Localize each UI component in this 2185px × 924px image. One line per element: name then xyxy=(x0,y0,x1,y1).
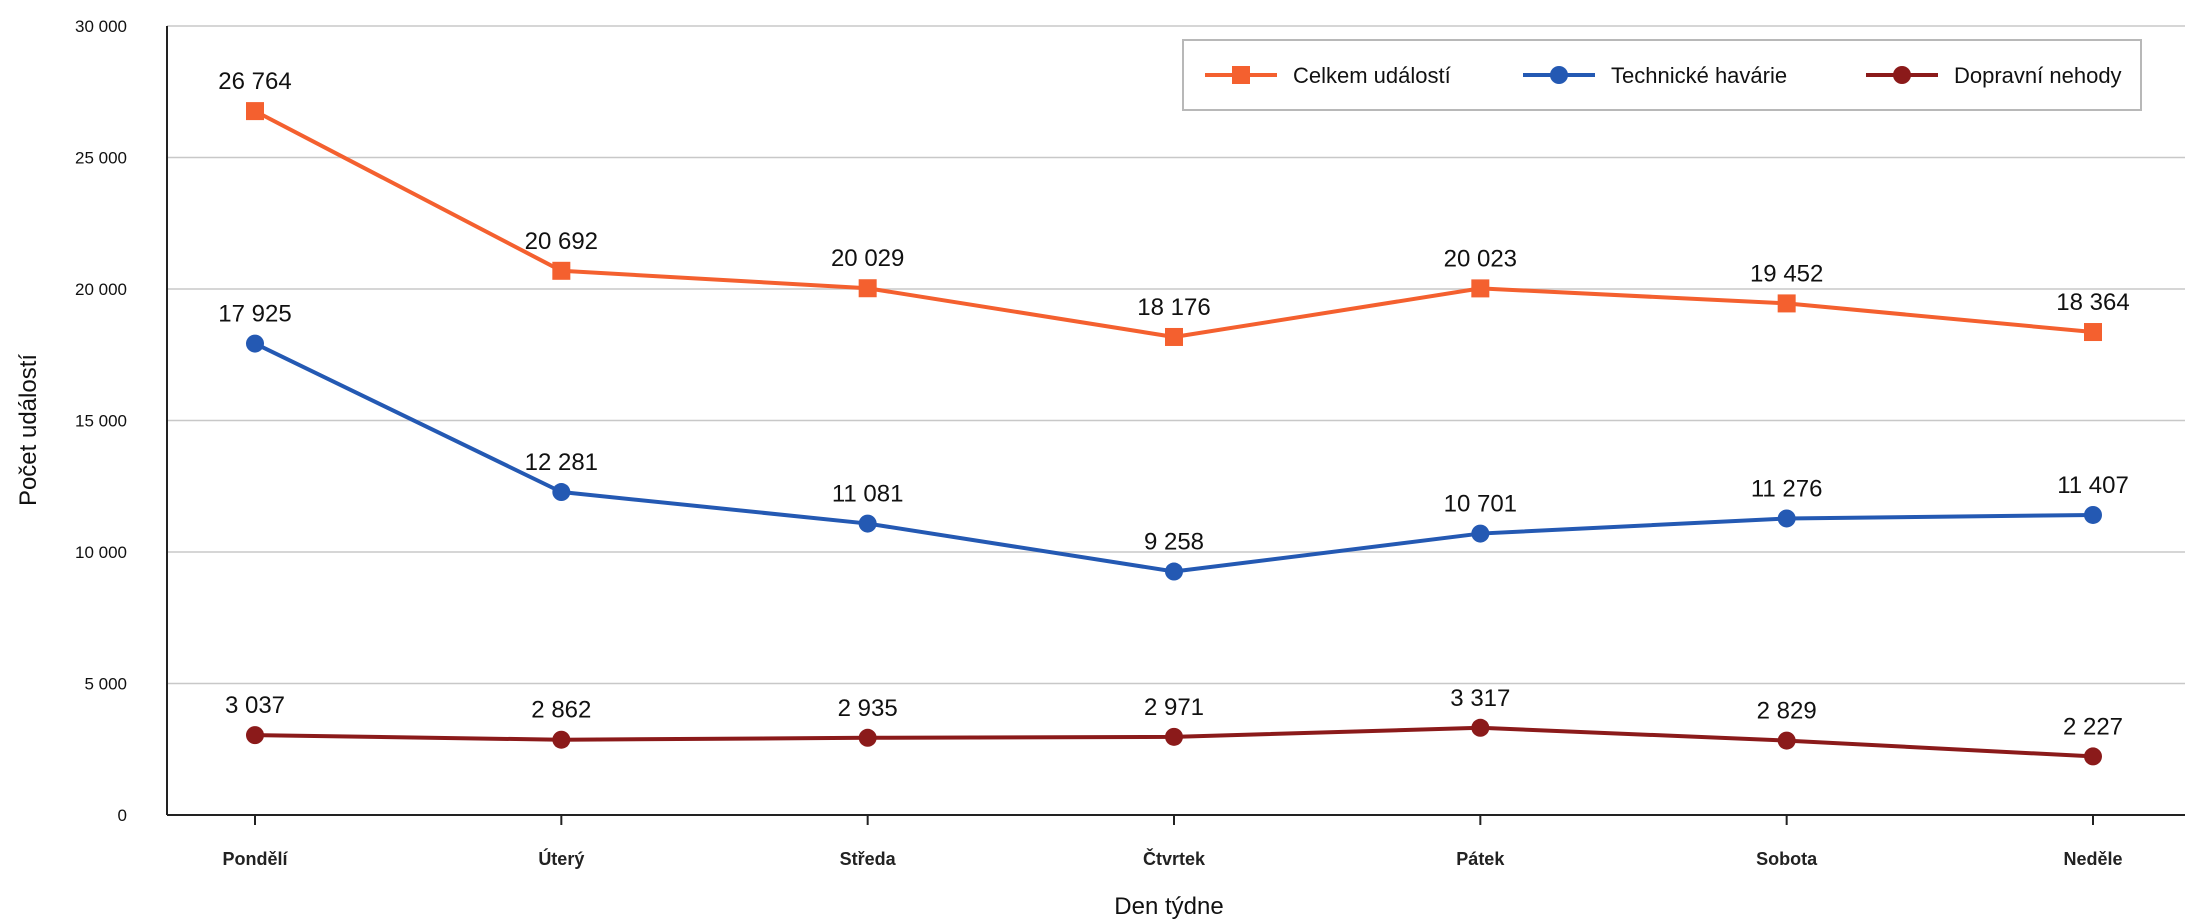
data-point-marker xyxy=(858,279,877,298)
data-label: 2 935 xyxy=(838,695,898,722)
y-tick-label: 10 000 xyxy=(75,543,127,562)
data-point-marker xyxy=(858,728,877,747)
y-axis-title: Počet událostí xyxy=(15,354,42,506)
legend-label: Dopravní nehody xyxy=(1954,63,2122,88)
data-point-marker xyxy=(1777,731,1796,750)
legend-marker xyxy=(1893,66,1911,84)
data-point-marker xyxy=(858,514,877,533)
x-tick-label: Neděle xyxy=(2063,849,2122,869)
y-tick-label: 5 000 xyxy=(84,675,127,694)
data-label: 20 692 xyxy=(525,228,598,255)
data-point-marker xyxy=(2084,323,2102,342)
data-point-marker xyxy=(1471,524,1490,543)
x-tick-label: Pátek xyxy=(1456,849,1505,869)
data-label: 12 281 xyxy=(525,449,598,476)
y-tick-label: 25 000 xyxy=(75,149,127,168)
data-point-marker xyxy=(246,334,264,353)
data-point-marker xyxy=(1165,727,1183,746)
x-tick-label: Úterý xyxy=(538,848,584,869)
data-point-marker xyxy=(1471,279,1490,298)
data-label: 18 364 xyxy=(2056,289,2129,316)
legend-label: Technické havárie xyxy=(1611,63,1787,88)
data-point-marker xyxy=(2084,505,2102,524)
y-tick-label: 15 000 xyxy=(75,412,127,431)
data-label: 26 764 xyxy=(218,68,291,95)
x-axis-title: Den týdne xyxy=(1114,893,1223,920)
data-label: 2 227 xyxy=(2063,713,2123,740)
legend-box xyxy=(1182,39,2142,111)
x-tick-label: Pondělí xyxy=(222,849,288,869)
data-point-marker xyxy=(246,726,264,745)
data-point-marker xyxy=(2084,747,2102,766)
data-point-marker xyxy=(1165,327,1183,346)
data-label: 10 701 xyxy=(1444,491,1517,518)
legend: Celkem událostí Technické havárie Dopravní… xyxy=(1182,39,2142,111)
data-point-marker xyxy=(1777,509,1796,528)
data-point-marker xyxy=(246,102,264,121)
data-label: 2 862 xyxy=(531,697,591,724)
data-label: 17 925 xyxy=(218,301,291,328)
x-tick-label: Sobota xyxy=(1756,849,1818,869)
data-point-marker xyxy=(552,483,571,502)
data-point-marker xyxy=(1471,718,1490,737)
data-label: 11 081 xyxy=(832,481,904,508)
y-tick-label: 0 xyxy=(118,806,127,825)
data-label: 11 407 xyxy=(2057,472,2129,499)
data-label: 2 971 xyxy=(1144,694,1204,721)
y-tick-label: 20 000 xyxy=(75,280,127,299)
gridlines xyxy=(167,25,2185,685)
x-tick-label: Středa xyxy=(840,849,897,869)
data-label: 3 037 xyxy=(225,692,285,719)
data-point-marker xyxy=(1777,294,1796,313)
data-label: 11 276 xyxy=(1751,475,1823,502)
legend-marker xyxy=(1232,66,1250,84)
legend-marker xyxy=(1550,66,1568,84)
data-label: 9 258 xyxy=(1144,529,1204,556)
data-point-marker xyxy=(552,261,571,280)
data-label: 18 176 xyxy=(1137,294,1210,321)
data-labels: 26 764 20 692 20 029 18 176 20 023 19 452 18 3… xyxy=(218,68,2129,740)
data-label: 2 829 xyxy=(1757,698,1817,725)
series-group xyxy=(246,102,2102,766)
axes: 0 5 000 10 000 15 000 20 000 25 000 30 000 Pond… xyxy=(75,17,2185,869)
data-label: 3 317 xyxy=(1450,685,1510,712)
data-label: 20 023 xyxy=(1444,245,1517,272)
y-tick-label: 30 000 xyxy=(75,17,127,36)
legend-label: Celkem událostí xyxy=(1293,63,1451,88)
data-label: 19 452 xyxy=(1750,260,1823,287)
data-point-marker xyxy=(552,730,571,749)
x-tick-label: Čtvrtek xyxy=(1143,848,1206,869)
data-label: 20 029 xyxy=(831,245,904,272)
data-point-marker xyxy=(1165,562,1183,581)
